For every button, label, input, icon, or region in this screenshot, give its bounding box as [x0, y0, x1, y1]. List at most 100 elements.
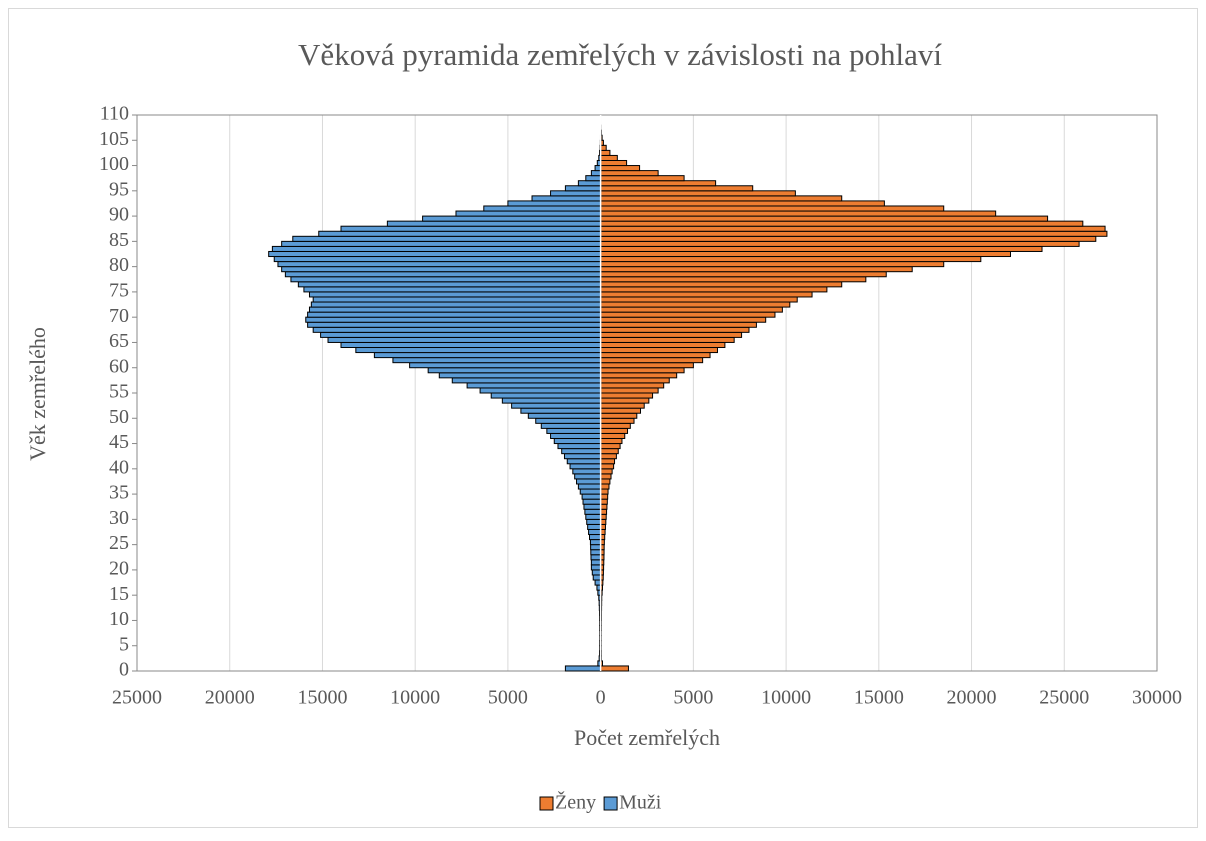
bar	[601, 383, 664, 388]
bar	[508, 201, 601, 206]
bar	[589, 529, 601, 534]
bar	[601, 444, 620, 449]
bar	[601, 312, 775, 317]
y-tick-label: 0	[119, 659, 129, 681]
bar	[578, 181, 600, 186]
x-tick-label: 0	[596, 687, 606, 709]
bar	[601, 211, 996, 216]
bar	[595, 580, 601, 585]
bar	[410, 363, 601, 368]
bar	[309, 307, 600, 312]
bar	[591, 560, 600, 565]
y-tick-label: 105	[99, 128, 129, 150]
bar	[269, 251, 601, 256]
bar	[601, 236, 1096, 241]
bar	[308, 312, 601, 317]
bar	[601, 206, 944, 211]
bar	[577, 479, 601, 484]
bar	[601, 423, 631, 428]
bar	[601, 464, 614, 469]
bar	[601, 398, 649, 403]
bar	[601, 251, 1011, 256]
bar	[328, 337, 601, 342]
y-tick-label: 50	[109, 406, 129, 428]
bar	[601, 196, 842, 201]
bar	[558, 444, 601, 449]
y-tick-label: 75	[109, 280, 129, 302]
bar	[321, 332, 601, 337]
bar	[456, 211, 601, 216]
bar	[601, 145, 607, 150]
bar	[484, 206, 601, 211]
bar	[570, 464, 601, 469]
bar	[541, 423, 600, 428]
y-tick-label: 85	[109, 229, 129, 251]
x-tick-label: 5000	[673, 687, 713, 709]
y-tick-label: 35	[109, 482, 129, 504]
bar	[285, 272, 600, 277]
x-tick-label: 20000	[205, 687, 255, 709]
bar	[601, 160, 627, 165]
bar	[601, 403, 645, 408]
bar	[341, 342, 601, 347]
bar	[304, 287, 601, 292]
y-tick-label: 80	[109, 254, 129, 276]
bar	[601, 150, 610, 155]
bar	[584, 504, 601, 509]
bar	[601, 413, 637, 418]
bar	[601, 262, 944, 267]
bar	[601, 514, 607, 519]
bar	[601, 302, 790, 307]
chart-title: Věková pyramida zemřelých v závislosti n…	[298, 37, 942, 72]
bar	[282, 241, 601, 246]
bar	[601, 499, 608, 504]
bar	[393, 358, 601, 363]
bar	[601, 479, 610, 484]
bar	[601, 388, 658, 393]
bar	[452, 378, 600, 383]
bar	[601, 201, 885, 206]
bar	[601, 368, 684, 373]
bar	[601, 221, 1083, 226]
bar	[601, 378, 670, 383]
bar	[591, 171, 600, 176]
bar	[528, 413, 600, 418]
bar	[480, 388, 601, 393]
bar	[582, 494, 601, 499]
bar	[601, 484, 609, 489]
bar	[565, 186, 600, 191]
bar	[308, 322, 601, 327]
bar	[590, 535, 601, 540]
bar	[601, 504, 607, 509]
bar	[590, 540, 600, 545]
bar	[428, 368, 600, 373]
y-tick-label: 40	[109, 456, 129, 478]
y-tick-label: 20	[109, 558, 129, 580]
bar	[567, 459, 600, 464]
x-tick-label: 10000	[390, 687, 440, 709]
bar	[467, 383, 601, 388]
bar	[601, 353, 710, 358]
legend-label: Ženy	[555, 791, 596, 814]
x-tick-label: 5000	[488, 687, 528, 709]
bar	[583, 499, 601, 504]
bar	[502, 398, 600, 403]
bar	[575, 474, 601, 479]
y-tick-label: 95	[109, 178, 129, 200]
bar	[601, 191, 796, 196]
bar	[601, 348, 718, 353]
bar	[588, 524, 601, 529]
y-tick-label: 110	[100, 103, 129, 125]
bar	[601, 186, 753, 191]
bar	[601, 155, 618, 160]
bar	[309, 292, 600, 297]
bar	[387, 221, 600, 226]
y-tick-label: 5	[119, 633, 129, 655]
legend-swatch	[540, 797, 553, 810]
y-tick-label: 25	[109, 532, 129, 554]
bar	[591, 545, 601, 550]
bar	[580, 489, 600, 494]
bar	[573, 469, 601, 474]
bar	[521, 408, 601, 413]
bar	[601, 337, 735, 342]
